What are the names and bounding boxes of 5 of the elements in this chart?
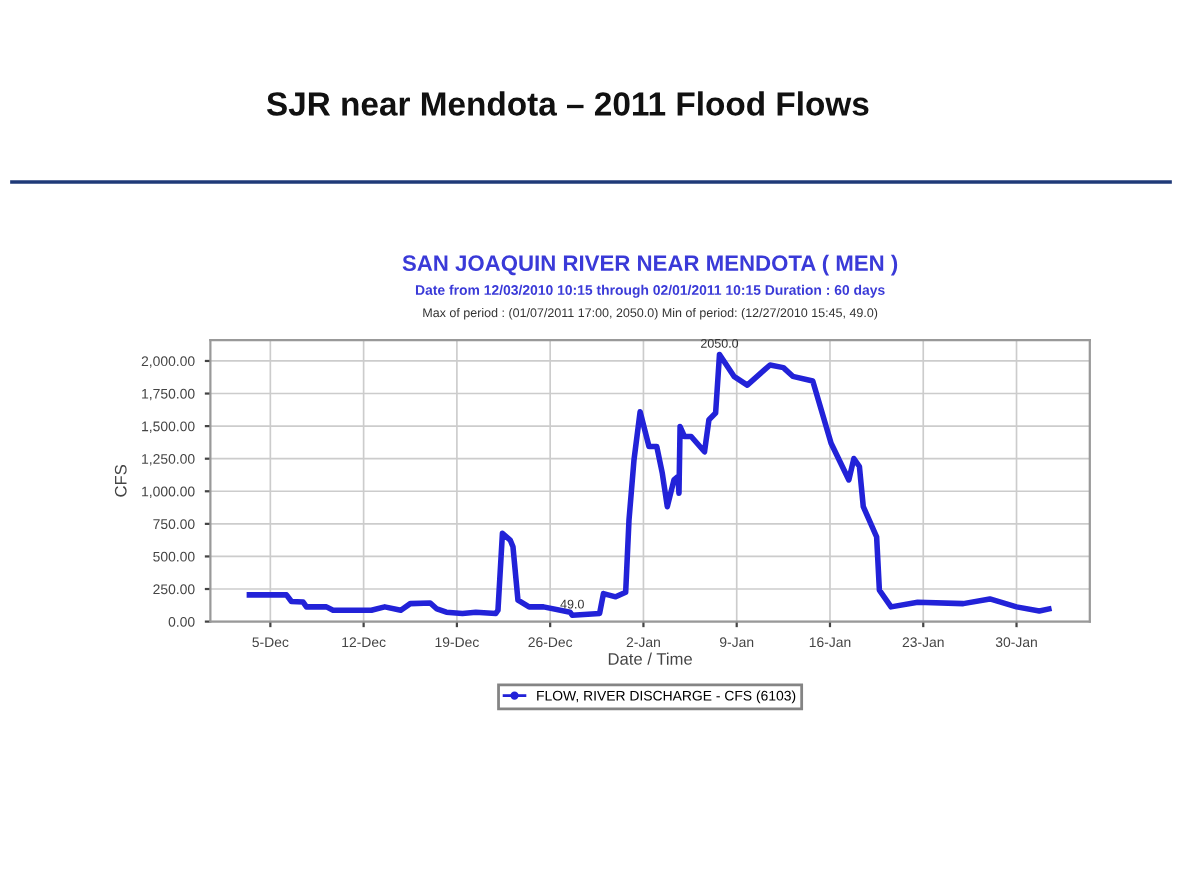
- x-axis-title: Date / Time: [608, 652, 692, 665]
- text: SJR near Mendota – 2011 Flood Flows: [266, 91, 869, 116]
- line-series: [246, 351, 1052, 618]
- chart-title: SAN JOAQUIN RIVER NEAR MENDOTA ( MEN ): [402, 254, 898, 276]
- y-axis-title: CFS: [114, 464, 127, 497]
